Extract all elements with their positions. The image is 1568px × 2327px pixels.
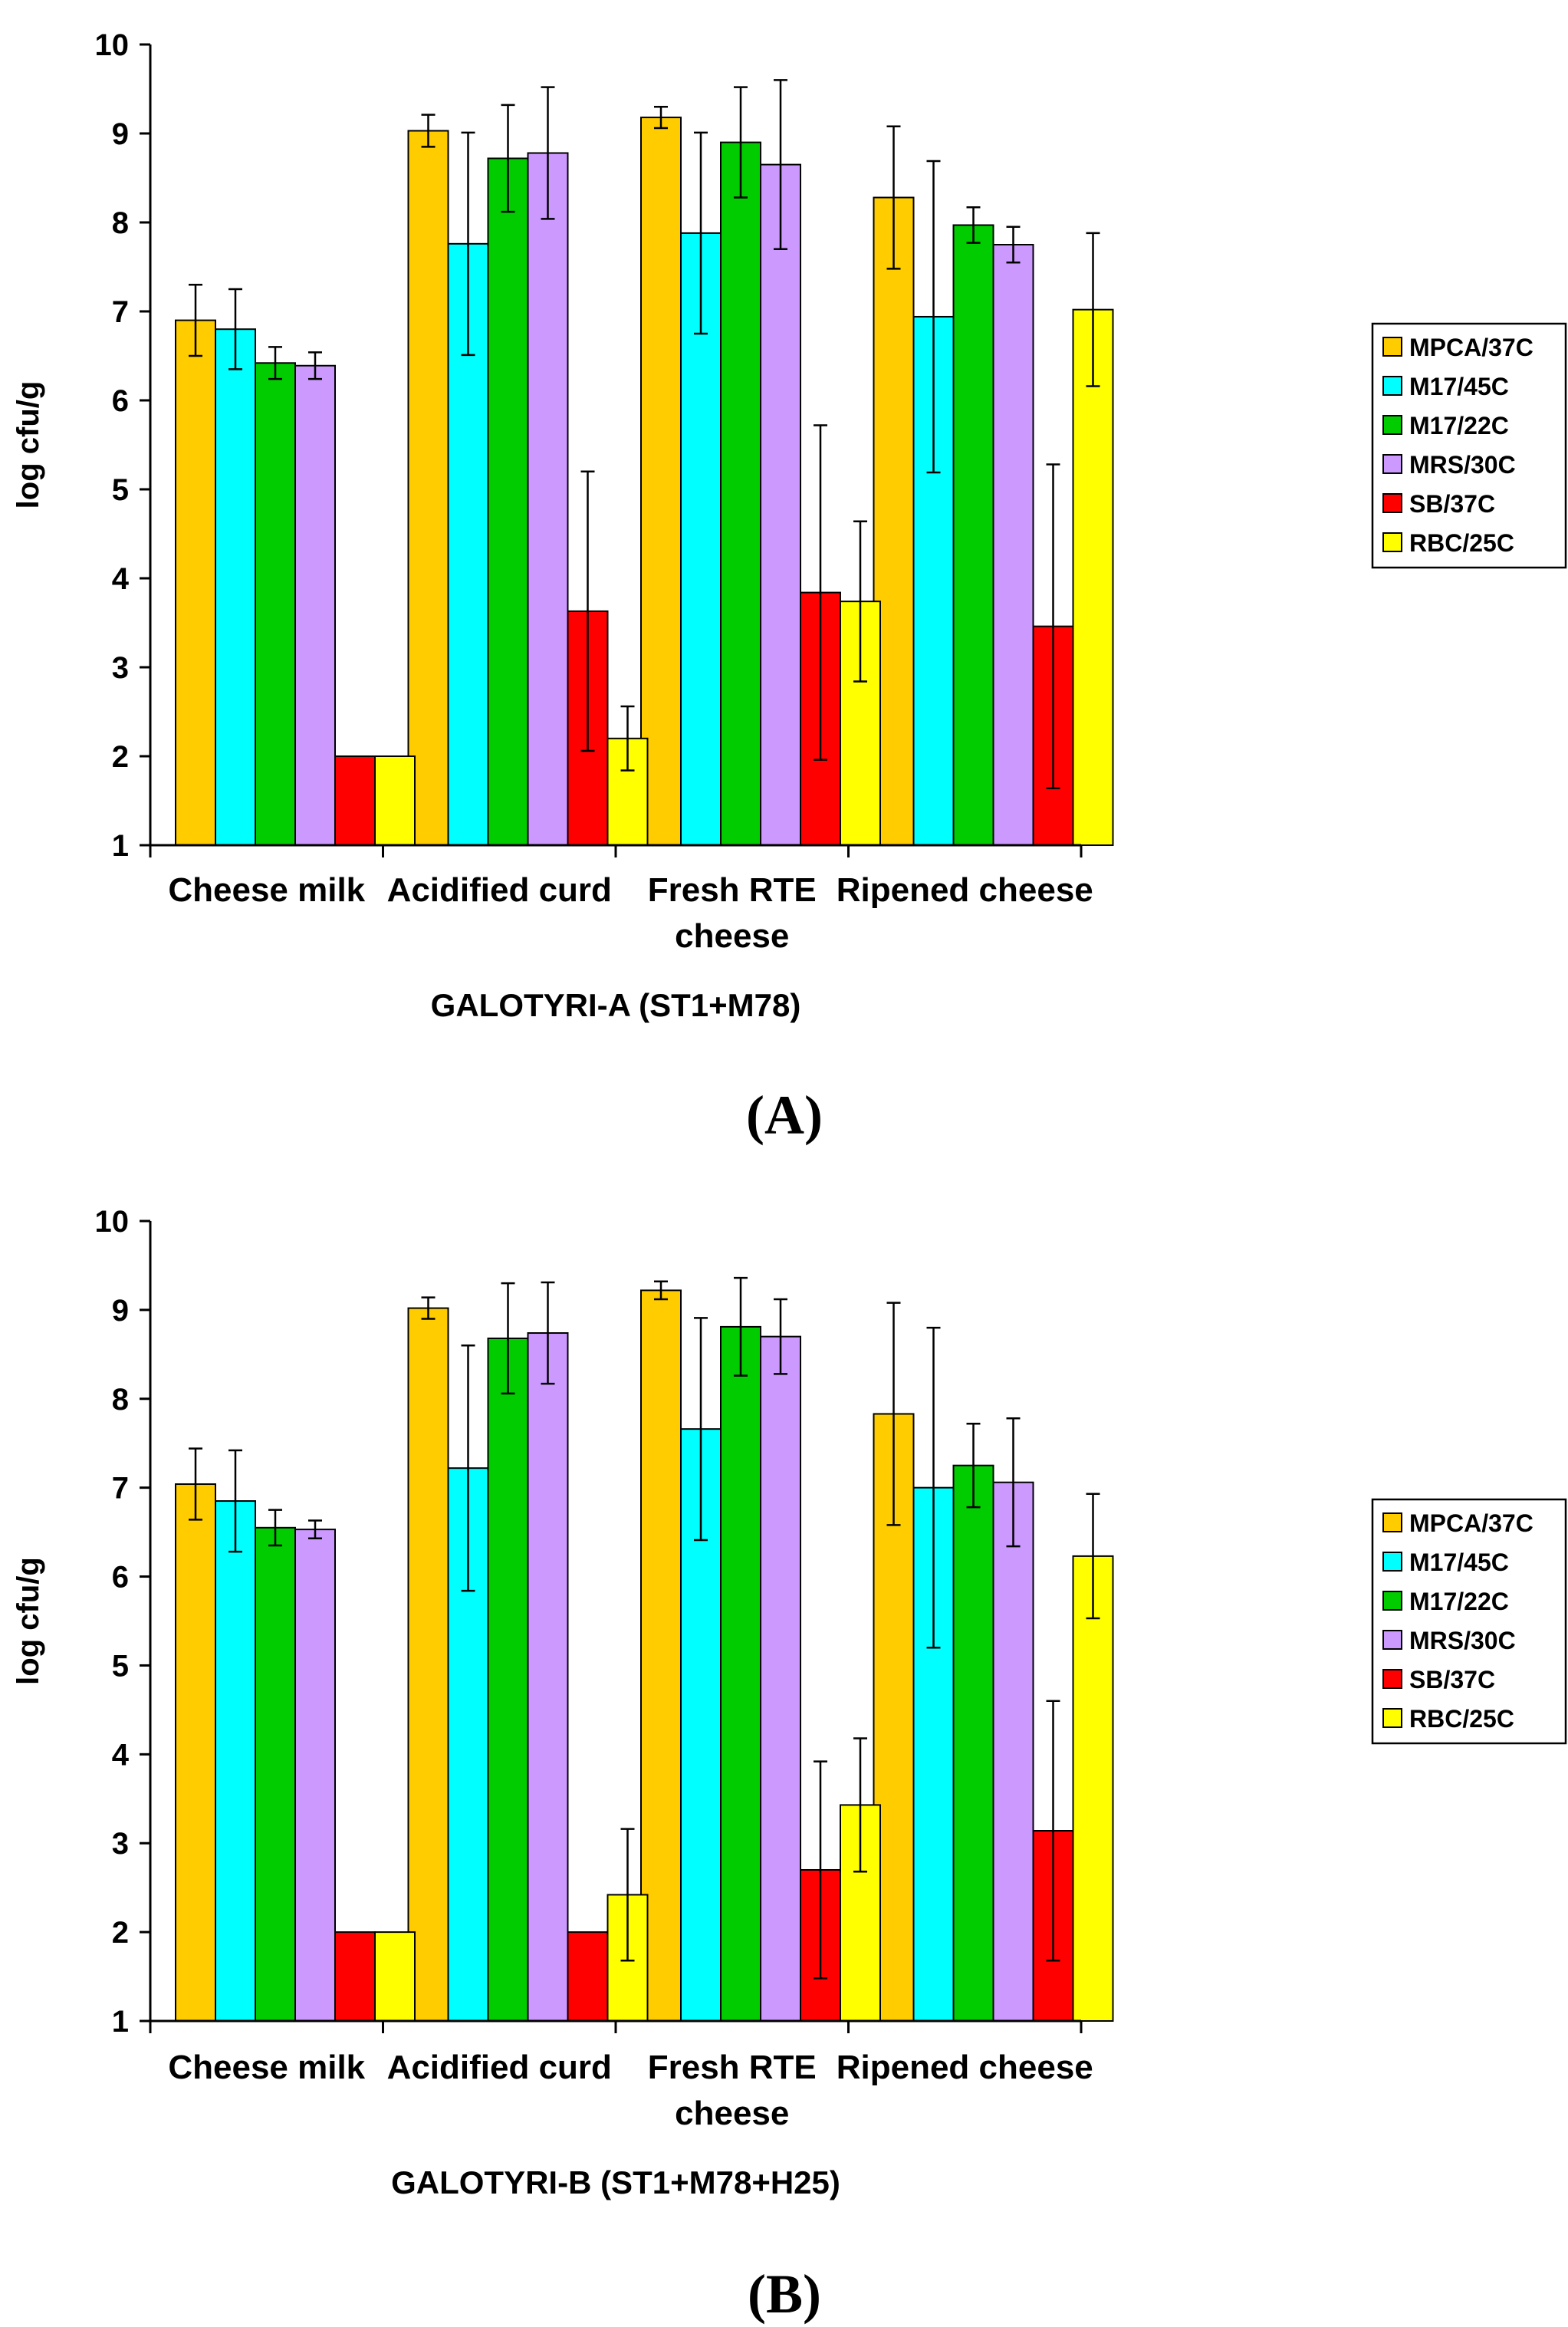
chart-a: 1 2 3 4 5 6 7 8 9 10 Cheese milk Acidified curd Fres… [12, 28, 1567, 1146]
legend-swatch [1382, 493, 1402, 513]
bar-m17-22c-1 [255, 362, 296, 846]
x-tick-label: Acidified curd [387, 871, 612, 909]
legend-swatch [1382, 1591, 1402, 1611]
y-tick-label: 9 [112, 1294, 129, 1328]
x-tick-label: cheese [675, 2095, 789, 2132]
legend-entry: M17/45C [1409, 373, 1509, 400]
y-tick-label: 5 [112, 473, 129, 507]
legend-entry: RBC/25C [1409, 1705, 1514, 1733]
y-tick-label: 1 [112, 829, 129, 863]
legend-entry: MPCA/37C [1409, 334, 1533, 361]
y-tick-label: 4 [112, 562, 130, 596]
legend-swatch [1382, 1512, 1402, 1532]
x-tick-label: Ripened cheese [837, 2049, 1093, 2086]
chart-b: 1 2 3 4 5 6 7 8 9 10 Cheese milk Acidified curd Fres… [12, 1205, 1567, 2325]
y-tick-label: 8 [112, 206, 129, 240]
y-axis-label: log cfu/g [12, 381, 45, 509]
bar-rbc-25c-1 [374, 1931, 416, 2022]
y-axis-label: log cfu/g [12, 1557, 45, 1685]
bar-mrs-30c-2 [527, 152, 569, 846]
legend-box [1371, 1498, 1567, 1745]
bar-sb-37c-1 [334, 755, 376, 846]
y-tick-label: 3 [112, 1827, 129, 1861]
bar-mrs-30c-1 [294, 1529, 336, 2022]
bar-mpca-37c-1 [175, 319, 216, 847]
y-tick-label: 6 [112, 1561, 129, 1595]
legend-swatch [1382, 376, 1402, 396]
x-tick-label: Fresh RTE [648, 2049, 817, 2086]
y-tick-label: 6 [112, 384, 129, 418]
y-tick-label: 2 [112, 740, 129, 774]
y-tick-label: 7 [112, 295, 129, 329]
bar-rbc-25c-1 [374, 755, 416, 846]
legend-swatch [1382, 532, 1402, 552]
bar-mpca-37c-1 [175, 1483, 216, 2022]
y-tick-label: 4 [112, 1738, 130, 1772]
y-tick-label: 9 [112, 117, 129, 151]
bar-mrs-30c-4 [992, 1481, 1034, 2023]
bar-m17-22c-4 [952, 1464, 994, 2022]
y-tick-label: 7 [112, 1472, 129, 1506]
bar-sb-37c-2 [567, 1931, 609, 2022]
x-tick-label: Ripened cheese [837, 871, 1093, 909]
bar-mrs-30c-1 [294, 364, 336, 846]
bar-mpca-37c-3 [640, 117, 682, 846]
x-tick-label: Acidified curd [387, 2049, 612, 2086]
bar-rbc-25c-4 [1072, 308, 1114, 846]
y-tick-label: 2 [112, 1916, 129, 1950]
bar-m17-22c-2 [487, 157, 529, 847]
bar-m17-22c-1 [255, 1526, 296, 2022]
y-tick-label: 8 [112, 1383, 129, 1417]
x-axis-label: GALOTYRI-B (ST1+M78+H25) [391, 2164, 840, 2200]
bar-m17-22c-3 [720, 1325, 761, 2023]
legend-swatch [1382, 415, 1402, 435]
legend-entry: MRS/30C [1409, 451, 1516, 479]
bar-mrs-30c-3 [760, 163, 801, 847]
x-tick-label: Cheese milk [168, 871, 365, 909]
bar-mrs-30c-2 [527, 1332, 569, 2022]
legend-swatch [1382, 1630, 1402, 1650]
y-tick-label: 5 [112, 1649, 129, 1683]
x-tick-label: cheese [675, 917, 789, 955]
legend-swatch [1382, 337, 1402, 357]
legend-entry: MPCA/37C [1409, 1509, 1533, 1537]
bar-m17-45c-1 [215, 1500, 256, 2023]
legend-entry: M17/22C [1409, 1588, 1509, 1615]
legend-entry: RBC/25C [1409, 529, 1514, 557]
bar-m17-22c-4 [952, 224, 994, 847]
legend-swatch [1382, 1708, 1402, 1728]
legend-box [1371, 322, 1567, 569]
legend-swatch [1382, 1669, 1402, 1689]
x-tick-label: Fresh RTE [648, 871, 817, 909]
legend-swatch [1382, 454, 1402, 474]
legend-entry: M17/22C [1409, 412, 1509, 439]
bar-m17-22c-2 [487, 1337, 529, 2023]
bar-mrs-30c-3 [760, 1335, 801, 2022]
bar-m17-45c-1 [215, 328, 256, 846]
x-axis-label: GALOTYRI-A (ST1+M78) [431, 987, 801, 1023]
bar-mpca-37c-2 [407, 1307, 449, 2023]
legend-entry: M17/45C [1409, 1549, 1509, 1576]
panel-label: (A) [746, 1085, 823, 1146]
legend-entry: SB/37C [1409, 490, 1495, 518]
y-tick-label: 3 [112, 651, 129, 685]
panel-label: (B) [748, 2263, 821, 2325]
legend-swatch [1382, 1552, 1402, 1572]
x-tick-label: Cheese milk [168, 2049, 365, 2086]
legend-entry: MRS/30C [1409, 1627, 1516, 1654]
bar-mpca-37c-2 [407, 130, 449, 846]
legend-entry: SB/37C [1409, 1666, 1495, 1693]
bar-mrs-30c-4 [992, 244, 1034, 846]
bar-m17-22c-3 [720, 141, 761, 847]
bar-rbc-25c-4 [1072, 1555, 1114, 2022]
bar-sb-37c-1 [334, 1931, 376, 2022]
y-tick-label: 10 [95, 28, 130, 62]
y-tick-label: 10 [95, 1205, 130, 1239]
y-tick-label: 1 [112, 2005, 129, 2039]
